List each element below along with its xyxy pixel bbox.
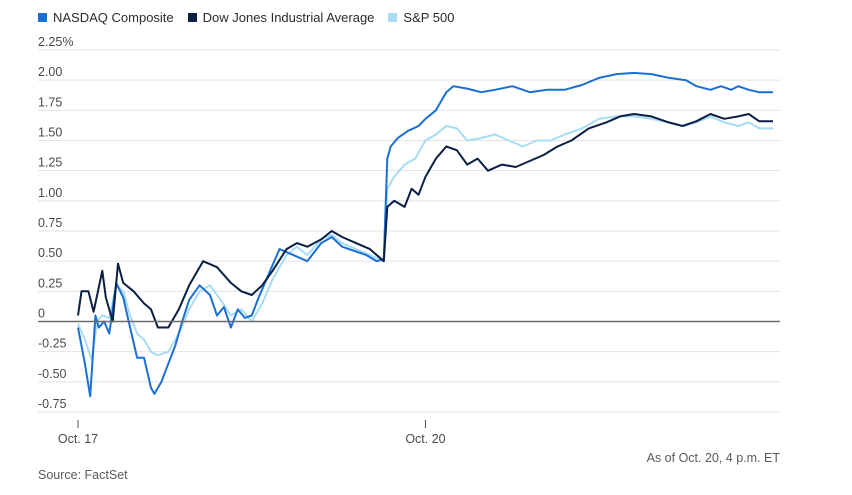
as-of-note: As of Oct. 20, 4 p.m. ET (646, 451, 780, 465)
legend-label-sp500: S&P 500 (403, 10, 455, 25)
legend-swatch-sp500 (388, 13, 398, 22)
series-line-0 (77, 71, 773, 398)
legend-item-dow: Dow Jones Industrial Average (187, 10, 375, 25)
y-tick-label: -0.25 (38, 337, 67, 351)
legend-label-dow: Dow Jones Industrial Average (202, 10, 375, 25)
source-note: Source: FactSet (38, 468, 128, 482)
y-tick-label: 1.50 (38, 126, 62, 140)
series-line-1 (77, 113, 773, 329)
legend-swatch-nasdaq (38, 13, 47, 22)
y-tick-label: -0.50 (38, 367, 67, 381)
y-tick-label: 1.00 (38, 186, 62, 200)
legend-swatch-dow (187, 13, 197, 22)
y-tick-label: 1.25 (38, 156, 62, 170)
legend-item-nasdaq: NASDAQ Composite (38, 10, 174, 25)
y-tick-label: 0.75 (38, 216, 62, 230)
y-tick-label: 1.75 (38, 95, 62, 109)
x-tick-label: Oct. 20 (405, 432, 445, 446)
series-line-2 (77, 115, 773, 362)
y-tick-label: -0.75 (38, 397, 67, 411)
chart-legend: NASDAQ Composite Dow Jones Industrial Av… (38, 10, 455, 25)
y-tick-label: 0 (38, 307, 45, 321)
legend-item-sp500: S&P 500 (388, 10, 455, 25)
legend-label-nasdaq: NASDAQ Composite (53, 10, 174, 25)
y-tick-label: 2.25% (38, 35, 73, 49)
y-tick-label: 2.00 (38, 65, 62, 79)
y-tick-label: 0.50 (38, 246, 62, 260)
y-tick-label: 0.25 (38, 276, 62, 290)
x-tick-label: Oct. 17 (58, 432, 98, 446)
